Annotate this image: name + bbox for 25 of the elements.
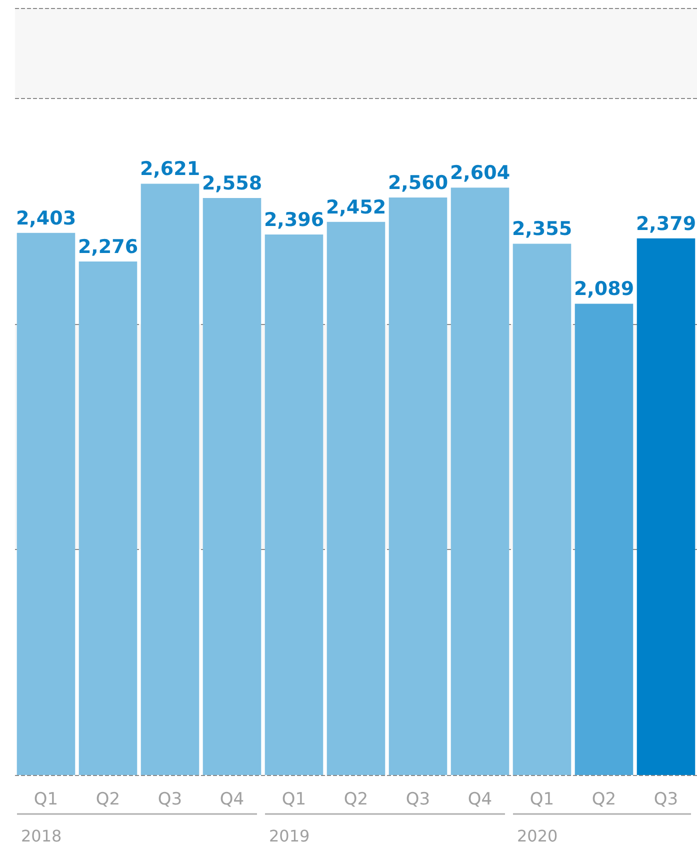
data-label: 2,276 [78,236,138,258]
data-label: 2,089 [574,278,634,300]
text: 2018 [21,826,62,846]
text: 2020 [517,826,558,846]
data-label: 2,604 [450,162,510,184]
data-label: 2,558 [202,172,262,194]
data-label: 2,396 [264,208,324,231]
data-label: 2,560 [388,172,448,194]
x-tick-label: Q3 [654,790,678,810]
x-tick-label: Q1 [34,790,58,810]
data-label: 2,355 [512,218,572,240]
text: 2019 [269,826,310,846]
data-label: 2,379 [636,212,696,235]
x-tick-label: Q1 [530,790,554,810]
data-label: 2,621 [140,158,200,180]
data-label: 2,403 [16,207,76,230]
x-tick-label: Q1 [282,790,306,810]
x-tick-label: Q4 [468,790,492,810]
x-tick-label: Q2 [592,790,616,810]
data-label: 2,452 [326,196,386,218]
x-tick-label: Q2 [96,790,120,810]
x-tick-label: Q3 [406,790,430,810]
x-tick-label: Q4 [220,790,244,810]
x-tick-label: Q3 [158,790,182,810]
x-tick-label: Q2 [344,790,368,810]
